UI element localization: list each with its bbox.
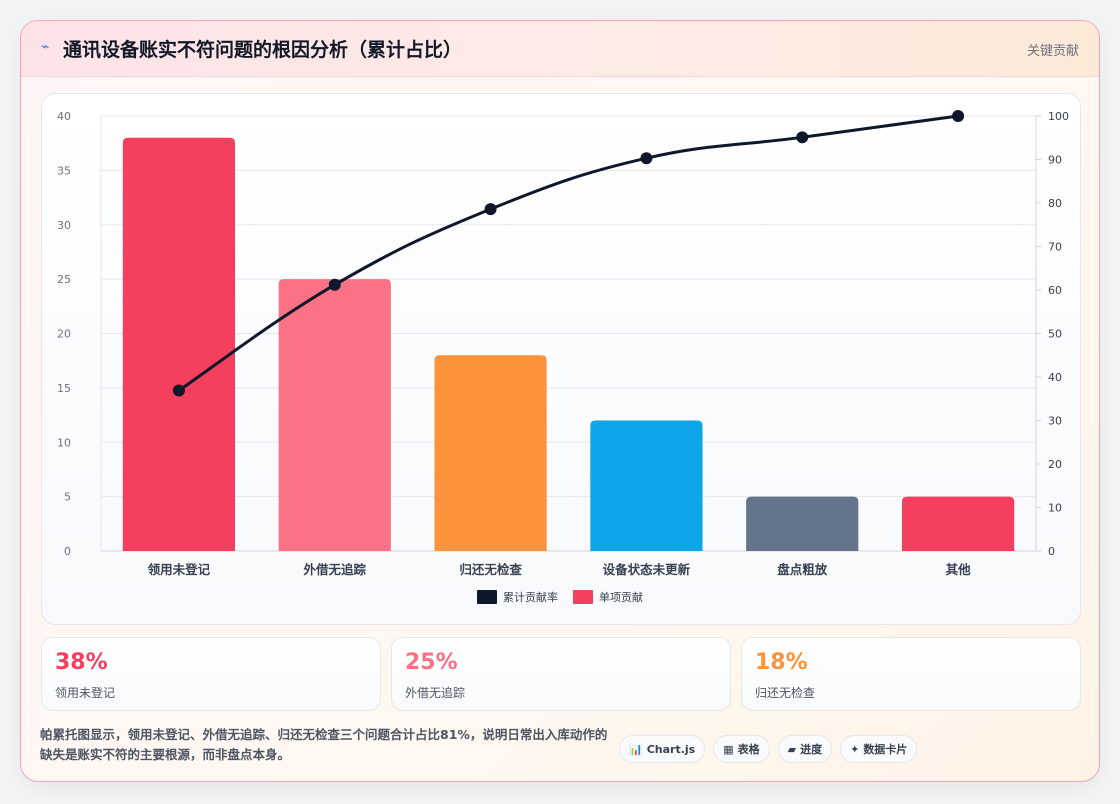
stat-label: 外借无追踪 [405,686,466,700]
y-right-tick-label: 0 [1048,545,1055,558]
y-right-tick-label: 70 [1048,241,1062,254]
chip-progress[interactable]: ▰ 进度 [777,735,833,763]
x-tick-label: 盘点粗放 [777,562,828,577]
legend-swatch-cumulative [477,590,497,604]
y-left-tick-label: 10 [57,436,71,449]
sparkle-icon: ✦ [850,742,860,756]
pareto-card: ⌁ 通讯设备账实不符问题的根因分析（累计占比） 关键贡献 0 5 10 15 20 25 3… [20,20,1100,782]
y-right-tick-label: 40 [1048,371,1062,384]
x-tick-label: 归还无检查 [459,562,522,577]
y-left-tick-label: 0 [64,545,71,558]
bar-1 [122,137,236,551]
y-right-tick-label: 30 [1048,415,1062,428]
y-left-tick-label: 35 [57,164,71,177]
y-right-tick-label: 60 [1048,284,1062,297]
y-right-tick-label: 20 [1048,458,1062,471]
page-title: 通讯设备账实不符问题的根因分析（累计占比） [63,39,463,61]
lightning-icon: ⌁ [41,39,50,55]
x-tick-label: 设备状态未更新 [603,562,691,577]
progress-icon: ▰ [787,742,797,756]
chip-label: 数据卡片 [863,743,908,756]
stat-card-2: 25% 外借无追踪 [391,637,731,711]
legend-label-single: 单项贡献 [599,590,643,604]
stat-value: 38% [55,650,108,675]
cumulative-point-1 [172,384,185,397]
stat-label: 领用未登记 [55,686,116,700]
card-header: ⌁ 通讯设备账实不符问题的根因分析（累计占比） 关键贡献 [21,21,1099,77]
y-right-tick-label: 10 [1048,502,1062,515]
y-right-tick-label: 90 [1048,154,1062,167]
cumulative-line [178,114,959,392]
y-left-tick-label: 15 [57,382,71,395]
table-icon: ▦ [723,742,734,756]
chip-label: 表格 [737,743,760,756]
y-left-tick-label: 40 [57,110,71,123]
bar-2 [278,279,391,551]
summary-text: 帕累托图显示，领用未登记、外借无追踪、归还无检查三个问题合计占比81%，说明日常… [40,727,608,762]
stat-card-3: 18% 归还无检查 [741,637,1081,711]
bar-6 [901,496,1015,551]
chip-data-card[interactable]: ✦ 数据卡片 [840,735,918,763]
y-left-tick-label: 20 [57,328,71,341]
chip-chartjs[interactable]: 📊 Chart.js [619,735,706,763]
y-right-tick-label: 80 [1048,197,1062,210]
bar-5 [746,496,859,551]
x-tick-label: 领用未登记 [148,562,211,577]
bar-4 [590,420,703,551]
legend-swatch-single [573,590,593,604]
stat-value: 18% [755,650,808,675]
stat-label: 归还无检查 [755,686,816,700]
stat-card-1: 38% 领用未登记 [41,637,381,711]
x-tick-label: 其他 [946,562,972,577]
cumulative-point-2 [328,278,341,291]
stat-value: 25% [405,650,458,675]
pareto-chart: 0 5 10 15 20 25 30 35 40 0 10 20 30 40 50 60 70 80 90 100 领用… [57,110,1069,604]
x-tick-label: 外借无追踪 [302,562,366,577]
chip-label: 进度 [800,743,823,756]
chip-table[interactable]: ▦ 表格 [713,735,770,763]
y-right-tick-label: 100 [1048,110,1069,123]
y-left-tick-label: 25 [57,273,71,286]
legend-label-cumulative: 累计贡献率 [503,590,558,604]
chip-label: Chart.js [646,742,696,756]
cumulative-point-6 [952,110,965,122]
bar-3 [434,355,547,551]
y-left-tick-label: 5 [64,491,71,504]
y-left-tick-label: 30 [57,219,71,232]
cumulative-point-4 [640,152,653,165]
chart-icon: 📊 [629,742,643,756]
cumulative-point-3 [484,203,497,216]
chart-panel: 0 5 10 15 20 25 30 35 40 0 10 20 30 40 50 60 70 80 90 100 领用… [41,93,1081,625]
y-right-tick-label: 50 [1048,328,1062,341]
key-contribution-label: 关键贡献 [1026,44,1079,59]
cumulative-point-5 [796,131,809,144]
tech-chips: 📊 Chart.js ▦ 表格 ▰ 进度 ✦ 数据卡片 [619,735,918,763]
